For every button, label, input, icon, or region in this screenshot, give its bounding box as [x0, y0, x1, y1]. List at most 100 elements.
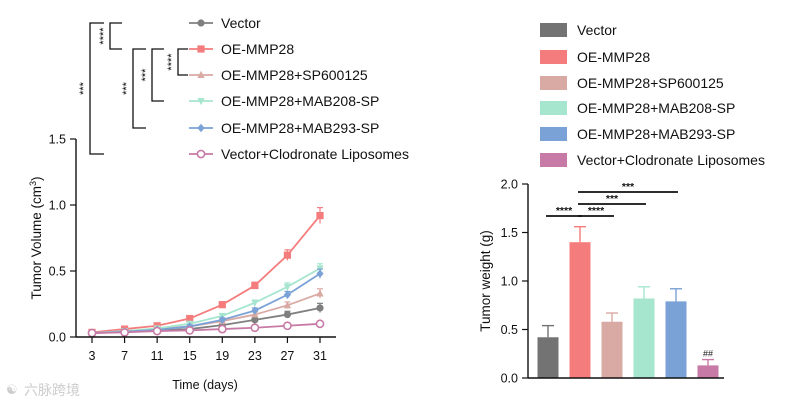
y-tick-label: 0.5: [49, 265, 66, 279]
bar-rect: [665, 301, 687, 378]
x-tick-label: 3: [89, 349, 96, 363]
data-point: [283, 301, 292, 309]
bar-legend-swatch: [540, 153, 567, 167]
significance-brackets: *****************: [78, 22, 188, 155]
data-point: [316, 304, 324, 312]
bar-legend-label: OE-MMP28+MAB208-SP: [577, 100, 735, 116]
legend-item-1: OE-MMP28: [189, 41, 294, 57]
tumor-weight-chart: Vector OE-MMP28 OE-MMP28+SP600125 OE-MMP28+…: [478, 22, 765, 386]
legend-item-4: OE-MMP28+MAB293-SP: [189, 120, 379, 136]
x-tick-label: 27: [280, 349, 294, 363]
bar-legend-item-4: OE-MMP28+MAB293-SP: [540, 126, 735, 142]
bar-0: [537, 324, 559, 378]
tumor-volume-chart: Vector OE-MMP28 OE-MMP28+SP600125 OE-MMP28+…: [28, 15, 409, 392]
y-tick-label: 1.5: [49, 133, 66, 147]
watermark-logo-icon: ☯: [6, 382, 18, 397]
bar-legend-item-1: OE-MMP28: [540, 49, 650, 65]
data-point: [251, 281, 259, 290]
bar-y-axis-label: Tumor weight (g): [478, 230, 493, 332]
legend-item-0: Vector: [189, 15, 261, 31]
y-axis-label: Tumor Volume (cm3): [28, 176, 44, 299]
bracket-line: [177, 48, 188, 76]
significance-label: ***: [78, 81, 90, 95]
legend-label: Vector+Clodronate Liposomes: [221, 146, 409, 162]
bar-legend-label: Vector: [577, 22, 617, 38]
data-point: [152, 326, 162, 336]
bar-rect: [537, 337, 559, 378]
legend-label: OE-MMP28+MAB208-SP: [221, 93, 379, 109]
data-point: [185, 325, 195, 335]
bracket-0: ****: [98, 22, 122, 50]
bar-5: [697, 358, 719, 378]
x-tick-label: 7: [121, 349, 128, 363]
bar-4: [665, 288, 687, 378]
legend-swatch-marker: [196, 149, 206, 159]
bar-legend: Vector OE-MMP28 OE-MMP28+SP600125 OE-MMP28+…: [540, 22, 765, 168]
y-tick-label: 1.0: [49, 199, 66, 213]
bar-legend-swatch: [540, 23, 567, 37]
data-point: [316, 211, 324, 220]
data-point: [283, 310, 292, 319]
y-tick-label: 0.0: [49, 331, 66, 345]
bar-significance-3: ***: [578, 181, 678, 193]
x-tick-label: 31: [313, 349, 327, 363]
bar-legend-swatch: [540, 101, 567, 115]
bar-3: [633, 286, 655, 378]
data-point: [316, 289, 324, 297]
series-line: [91, 214, 321, 334]
bar-legend-swatch: [540, 127, 567, 141]
bar-legend-item-5: Vector+Clodronate Liposomes: [540, 152, 765, 168]
bar-y-tick-label: 0.0: [501, 372, 518, 386]
bar-y-ticks: 0.0 0.5 1.0 1.5 2.0: [501, 178, 528, 386]
line-legend: Vector OE-MMP28 OE-MMP28+SP600125 OE-MMP28+…: [189, 15, 409, 162]
data-point: [283, 290, 292, 299]
bar-2: [601, 312, 623, 378]
legend-swatch-marker: [197, 70, 205, 78]
x-tick-label: 15: [183, 349, 197, 363]
significance-label: ***: [606, 193, 619, 205]
bracket-2: ***: [140, 48, 164, 102]
bar-rect: [697, 365, 719, 378]
bar-legend-swatch: [540, 76, 567, 90]
legend-swatch-marker: [197, 98, 205, 106]
data-point: [251, 299, 259, 307]
data-point: [120, 327, 129, 337]
data-point: [217, 324, 227, 334]
x-axis-label: Time (days): [172, 378, 238, 392]
bracket-3: ***: [121, 48, 146, 129]
bar-y-tick-label: 1.5: [501, 226, 518, 240]
series-line: [91, 322, 321, 334]
x-tick-label: 11: [151, 349, 164, 363]
data-point: [250, 323, 260, 333]
legend-item-2: OE-MMP28+SP600125: [189, 67, 368, 83]
significance-label: ****: [166, 53, 178, 71]
significance-label: ***: [140, 68, 152, 82]
legend-item-5: Vector+Clodronate Liposomes: [189, 146, 409, 162]
data-point: [315, 319, 325, 329]
bar-legend-swatch: [540, 50, 567, 64]
legend-label: OE-MMP28+MAB293-SP: [221, 120, 379, 136]
bar-legend-label: OE-MMP28+SP600125: [577, 75, 724, 91]
data-point: [316, 269, 324, 278]
significance-label: ****: [556, 205, 573, 217]
x-tick-label: 23: [248, 349, 262, 363]
bar-legend-label: Vector+Clodronate Liposomes: [577, 152, 765, 168]
data-point: [283, 283, 292, 292]
data-point: [251, 306, 259, 315]
data-point: [218, 315, 226, 325]
bar-legend-item-2: OE-MMP28+SP600125: [540, 75, 724, 91]
bar-annotation: ##: [703, 349, 713, 359]
bar-legend-label: OE-MMP28+MAB293-SP: [577, 126, 735, 142]
bar-y-tick-label: 1.0: [501, 275, 518, 289]
bar-rect: [601, 321, 623, 378]
bracket-1: ****: [166, 48, 188, 76]
bracket-line: [109, 22, 122, 50]
data-point: [251, 316, 259, 324]
series-5: [87, 319, 325, 338]
legend-item-3: OE-MMP28+MAB208-SP: [189, 93, 379, 109]
watermark: ☯ 六脉跨境: [6, 382, 80, 398]
legend-label: OE-MMP28+SP600125: [221, 67, 368, 83]
bar-significance-1: ****: [578, 205, 614, 217]
legend-swatch-marker: [197, 123, 205, 133]
